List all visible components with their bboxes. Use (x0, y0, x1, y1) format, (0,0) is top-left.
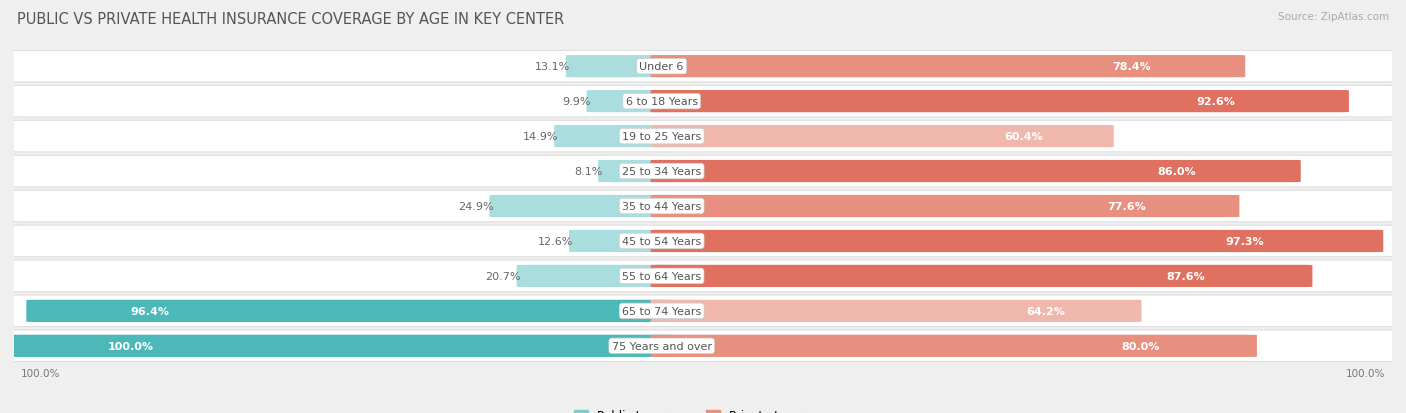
Text: 25 to 34 Years: 25 to 34 Years (621, 166, 702, 177)
FancyBboxPatch shape (4, 225, 1402, 257)
Text: 80.0%: 80.0% (1122, 341, 1160, 351)
FancyBboxPatch shape (4, 51, 1402, 83)
Text: 35 to 44 Years: 35 to 44 Years (621, 202, 702, 211)
FancyBboxPatch shape (4, 330, 1402, 362)
FancyBboxPatch shape (651, 265, 1312, 287)
Text: 20.7%: 20.7% (485, 271, 520, 281)
FancyBboxPatch shape (4, 121, 1402, 152)
FancyBboxPatch shape (27, 300, 672, 322)
FancyBboxPatch shape (651, 230, 1384, 252)
FancyBboxPatch shape (4, 86, 1402, 118)
Text: 9.9%: 9.9% (562, 97, 591, 107)
Text: 60.4%: 60.4% (1004, 132, 1043, 142)
Text: 100.0%: 100.0% (21, 368, 60, 377)
Text: 100.0%: 100.0% (108, 341, 153, 351)
FancyBboxPatch shape (569, 230, 672, 252)
Text: 87.6%: 87.6% (1167, 271, 1205, 281)
FancyBboxPatch shape (554, 126, 672, 148)
Text: 19 to 25 Years: 19 to 25 Years (621, 132, 702, 142)
Text: 65 to 74 Years: 65 to 74 Years (621, 306, 702, 316)
Text: 86.0%: 86.0% (1157, 166, 1197, 177)
Text: Source: ZipAtlas.com: Source: ZipAtlas.com (1278, 12, 1389, 22)
FancyBboxPatch shape (586, 91, 672, 113)
Text: 24.9%: 24.9% (458, 202, 494, 211)
Text: 8.1%: 8.1% (574, 166, 602, 177)
Text: Under 6: Under 6 (640, 62, 683, 72)
Text: 64.2%: 64.2% (1026, 306, 1066, 316)
Text: 55 to 64 Years: 55 to 64 Years (621, 271, 702, 281)
FancyBboxPatch shape (651, 195, 1239, 218)
FancyBboxPatch shape (651, 335, 1257, 357)
FancyBboxPatch shape (651, 56, 1246, 78)
Text: 13.1%: 13.1% (534, 62, 569, 72)
FancyBboxPatch shape (651, 126, 1114, 148)
Text: 6 to 18 Years: 6 to 18 Years (626, 97, 697, 107)
Legend: Public Insurance, Private Insurance: Public Insurance, Private Insurance (569, 404, 837, 413)
Text: 97.3%: 97.3% (1225, 236, 1264, 247)
FancyBboxPatch shape (651, 91, 1348, 113)
Text: 96.4%: 96.4% (131, 306, 169, 316)
FancyBboxPatch shape (651, 161, 1301, 183)
Text: 75 Years and over: 75 Years and over (612, 341, 711, 351)
FancyBboxPatch shape (4, 191, 1402, 222)
Text: 12.6%: 12.6% (538, 236, 574, 247)
Text: PUBLIC VS PRIVATE HEALTH INSURANCE COVERAGE BY AGE IN KEY CENTER: PUBLIC VS PRIVATE HEALTH INSURANCE COVER… (17, 12, 564, 27)
Text: 77.6%: 77.6% (1107, 202, 1146, 211)
Text: 14.9%: 14.9% (523, 132, 558, 142)
FancyBboxPatch shape (516, 265, 672, 287)
FancyBboxPatch shape (4, 295, 1402, 327)
FancyBboxPatch shape (4, 261, 1402, 292)
FancyBboxPatch shape (565, 56, 672, 78)
FancyBboxPatch shape (651, 300, 1142, 322)
Text: 78.4%: 78.4% (1112, 62, 1150, 72)
Text: 92.6%: 92.6% (1197, 97, 1236, 107)
Text: 45 to 54 Years: 45 to 54 Years (621, 236, 702, 247)
FancyBboxPatch shape (3, 335, 672, 357)
FancyBboxPatch shape (489, 195, 672, 218)
FancyBboxPatch shape (598, 161, 672, 183)
FancyBboxPatch shape (4, 156, 1402, 188)
Text: 100.0%: 100.0% (1346, 368, 1385, 377)
